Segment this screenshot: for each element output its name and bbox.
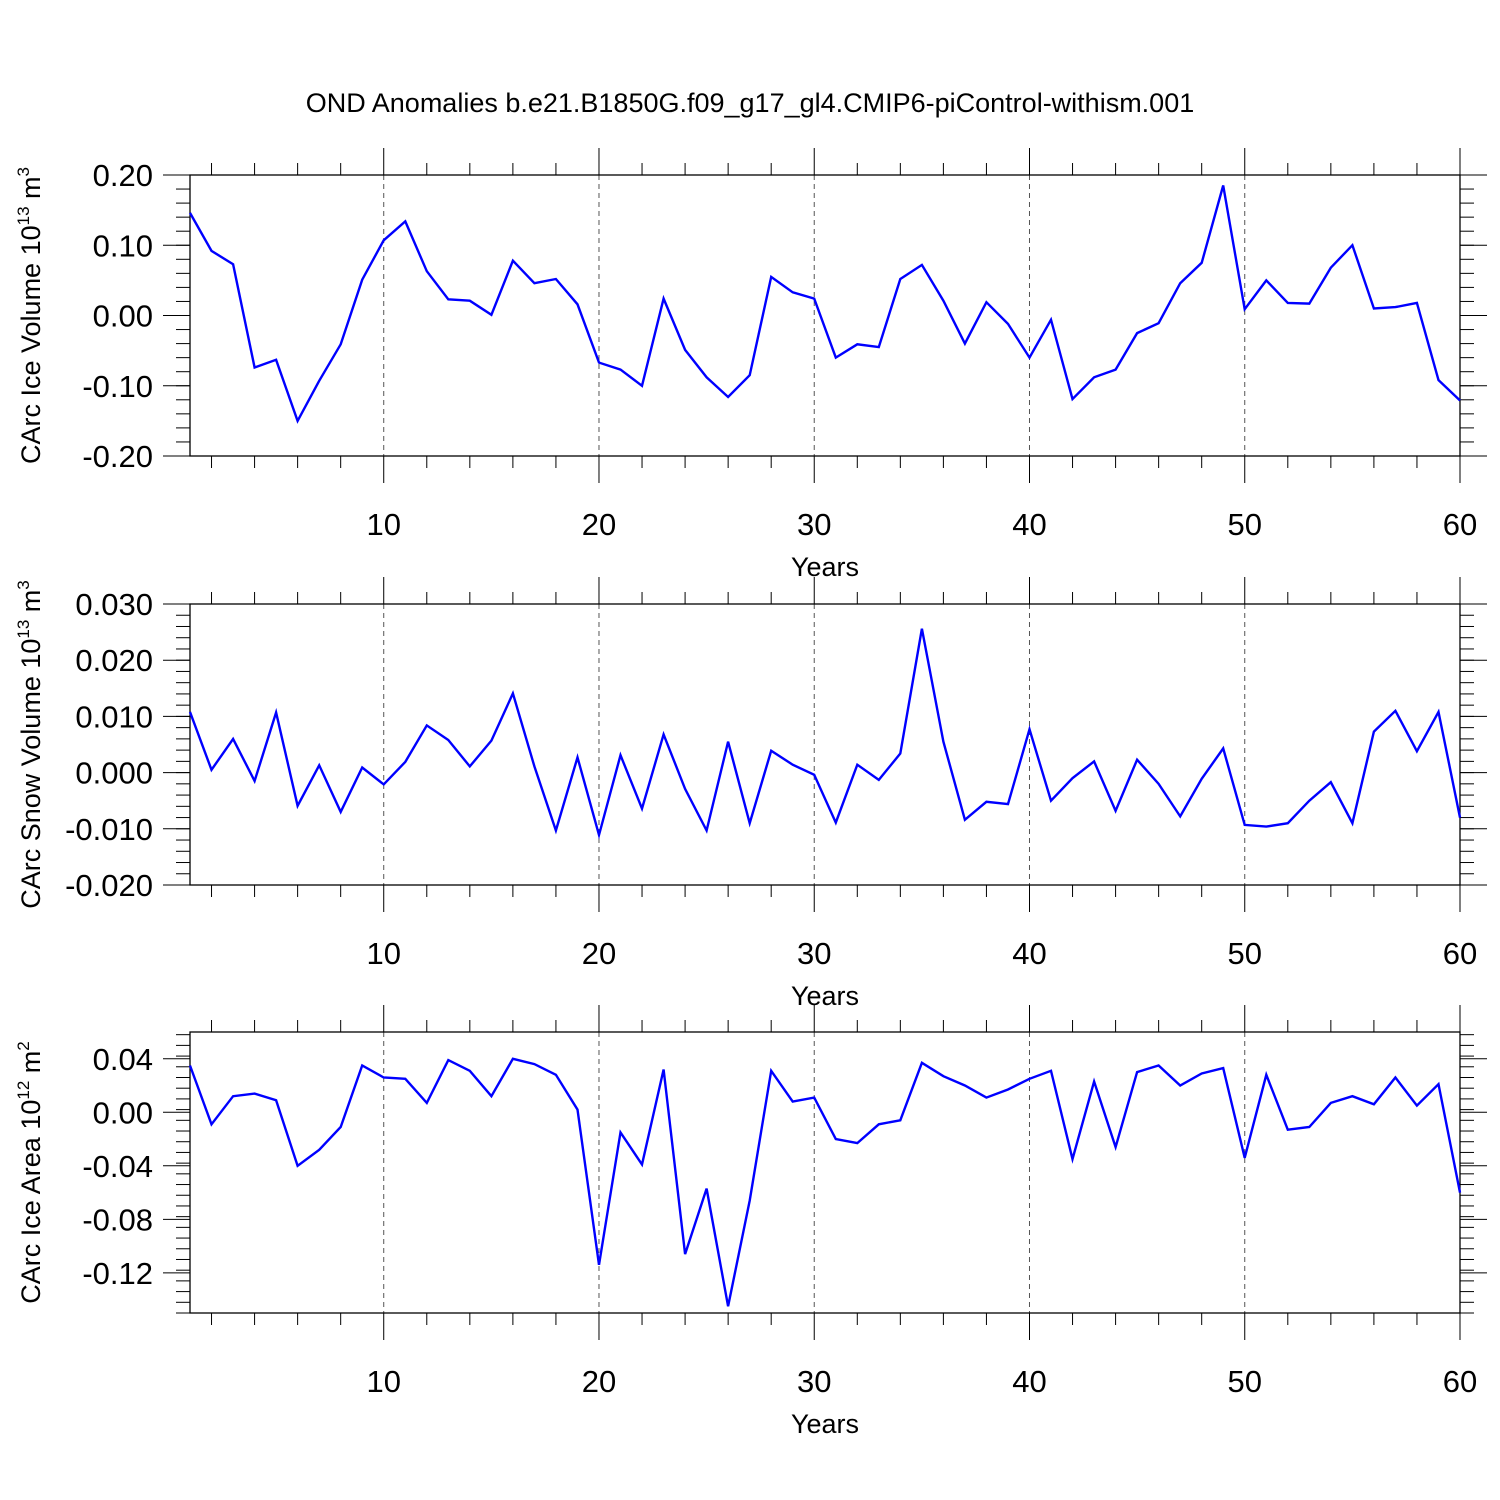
y-tick-label: 0.00 — [93, 299, 153, 334]
x-tick-label: 50 — [1228, 507, 1262, 542]
x-axis-label: Years — [791, 552, 859, 582]
plot-frame — [189, 1031, 1461, 1314]
y-tick-label: 0.10 — [93, 228, 153, 263]
x-tick-label: 40 — [1012, 507, 1046, 542]
x-tick-label: 10 — [366, 936, 400, 971]
panel-3: -0.12 -0.08 -0.04 0.00 0.04 10 20 30 40 50 60 Years… — [14, 1005, 1487, 1439]
y-tick-label: 0.00 — [93, 1095, 153, 1130]
panels: -0.20 -0.10 0.00 0.10 0.20 10 20 30 40 50 60 Years C… — [14, 148, 1487, 1439]
y-tick-label: 0.030 — [75, 587, 153, 622]
figure-title: OND Anomalies b.e21.B1850G.f09_g17_gl4.C… — [306, 88, 1194, 118]
x-tick-label: 10 — [366, 507, 400, 542]
series-line — [188, 185, 1461, 424]
y-tick-label: -0.04 — [82, 1149, 153, 1184]
x-tick-label: 30 — [797, 1364, 831, 1399]
y-tick-label: -0.12 — [82, 1256, 153, 1291]
x-tick-label: 50 — [1228, 1364, 1262, 1399]
panel-1: -0.20 -0.10 0.00 0.10 0.20 10 20 30 40 50 60 Years C… — [14, 148, 1487, 582]
plot-frame — [189, 174, 1461, 457]
x-axis-label: Years — [791, 1409, 859, 1439]
y-tick-label: 0.20 — [93, 158, 153, 193]
x-tick-label: 50 — [1228, 936, 1262, 971]
x-tick-label: 40 — [1012, 936, 1046, 971]
x-tick-label: 20 — [582, 936, 616, 971]
x-tick-label: 20 — [582, 1364, 616, 1399]
y-tick-label: -0.08 — [82, 1202, 153, 1237]
panel-2: -0.020 -0.010 0.000 0.010 0.020 0.030 10 20 30 40… — [14, 577, 1487, 1011]
x-tick-label: 10 — [366, 1364, 400, 1399]
x-tick-label: 30 — [797, 936, 831, 971]
plot-frame — [189, 603, 1461, 886]
y-axis-label: CArc Snow Volume 1013 m3 — [14, 580, 46, 909]
x-tick-label: 20 — [582, 507, 616, 542]
x-axis-label: Years — [791, 981, 859, 1011]
y-tick-label: 0.04 — [93, 1042, 153, 1077]
y-axis-label: CArc Ice Area 1012 m2 — [14, 1041, 46, 1304]
x-tick-label: 40 — [1012, 1364, 1046, 1399]
y-tick-label: -0.20 — [82, 439, 153, 474]
y-tick-label: -0.020 — [65, 868, 153, 903]
x-tick-label: 30 — [797, 507, 831, 542]
y-tick-label: -0.010 — [65, 812, 153, 847]
y-tick-label: 0.010 — [75, 699, 153, 734]
y-tick-label: -0.10 — [82, 369, 153, 404]
y-axis-label: CArc Ice Volume 1013 m3 — [14, 167, 46, 464]
x-tick-label: 60 — [1443, 1364, 1477, 1399]
y-tick-label: 0.020 — [75, 643, 153, 678]
y-tick-label: 0.000 — [75, 756, 153, 791]
x-tick-label: 60 — [1443, 507, 1477, 542]
series-line — [188, 628, 1462, 840]
x-tick-label: 60 — [1443, 936, 1477, 971]
series-line — [188, 1057, 1462, 1307]
